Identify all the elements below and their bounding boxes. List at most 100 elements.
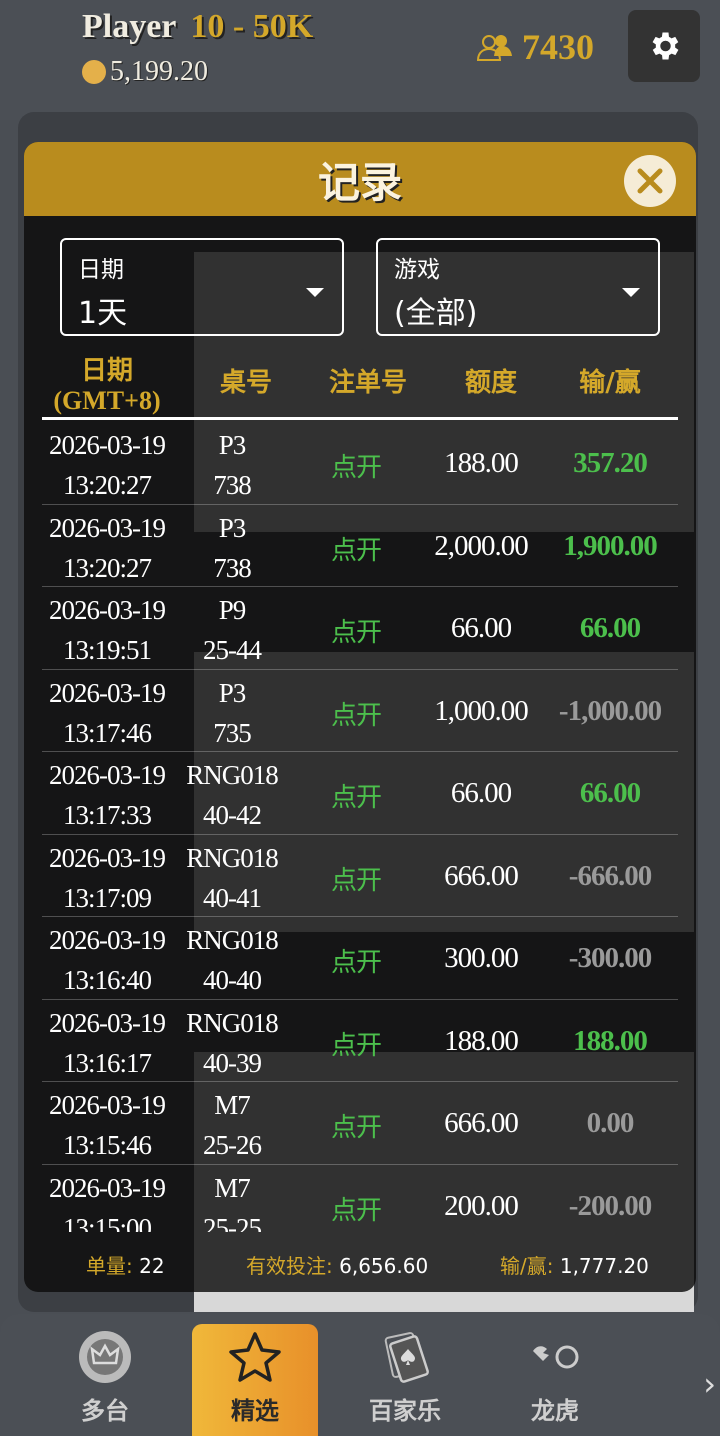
- record-win-loss: 188.00: [573, 1024, 648, 1057]
- record-date: 2026-03-19: [49, 1007, 166, 1038]
- col-date-tz: (GMT+8): [53, 386, 161, 415]
- online-count-value: 7430: [522, 27, 594, 67]
- star-icon: [229, 1332, 281, 1382]
- table-row: 2026-03-19 13:16:17 RNG018 40-39 点开 188.00 188…: [42, 1000, 678, 1082]
- bet-detail-link[interactable]: 点开: [330, 453, 382, 483]
- record-amount: 300.00: [444, 942, 519, 974]
- bet-detail-link[interactable]: 点开: [330, 1195, 382, 1226]
- record-table: RNG018: [186, 842, 279, 873]
- record-amount: 666.00: [444, 1107, 519, 1139]
- record-date: 2026-03-19: [49, 677, 166, 708]
- chevron-down-icon: [622, 288, 640, 297]
- record-time: 13:17:09: [62, 882, 152, 913]
- record-table: P9: [218, 595, 247, 625]
- record-table: M7: [214, 1172, 251, 1203]
- record-table: P3: [218, 430, 247, 460]
- record-date: 2026-03-19: [49, 925, 166, 955]
- online-count: 7430: [476, 26, 594, 68]
- tab-dragon-tiger[interactable]: 龙虎: [492, 1324, 618, 1436]
- date-filter-label: 日期: [78, 257, 124, 283]
- record-amount: 666.00: [444, 859, 519, 892]
- record-win-loss: -200.00: [568, 1189, 652, 1222]
- record-win-loss: -1,000.00: [558, 694, 662, 727]
- record-time: 13:17:46: [62, 717, 152, 748]
- record-table: M7: [214, 1090, 251, 1120]
- table-row: 2026-03-19 13:15:46 M7 25-26 点开 666.00 0.00: [42, 1082, 678, 1165]
- modal-header: 记录: [24, 142, 696, 216]
- record-time: 13:16:17: [62, 1047, 152, 1078]
- record-time: 13:17:33: [62, 800, 152, 830]
- player-info: Player 10 - 50K: [82, 8, 313, 46]
- record-time: 13:16:40: [62, 965, 152, 995]
- table-header: 日期 (GMT+8) 桌号 注单号 额度 输/赢: [42, 354, 678, 420]
- game-filter-dropdown[interactable]: 游戏 (全部): [376, 238, 660, 336]
- bet-detail-link[interactable]: 点开: [330, 783, 382, 813]
- close-icon: [637, 168, 663, 194]
- record-amount: 1,000.00: [434, 694, 528, 727]
- record-table: P3: [218, 512, 247, 543]
- records-modal: 记录 日期 1天 游戏 (全部) 日期 (GMT+8) 桌号 注单号 额度 输/…: [24, 142, 696, 1292]
- record-time: 13:19:51: [62, 635, 152, 665]
- record-date: 2026-03-19: [49, 760, 166, 790]
- record-date: 2026-03-19: [49, 1172, 166, 1203]
- record-win-loss: 66.00: [579, 777, 641, 809]
- record-win-loss: -300.00: [568, 942, 652, 974]
- table-row: 2026-03-19 13:20:27 P3 738 点开 2,000.00 1,900.0…: [42, 505, 678, 587]
- record-win-loss: 0.00: [586, 1107, 635, 1139]
- bet-detail-link[interactable]: 点开: [330, 618, 382, 648]
- record-table: RNG018: [186, 760, 279, 790]
- table-row: 2026-03-19 13:17:33 RNG018 40-42 点开 66.00 66.0…: [42, 752, 678, 835]
- record-table: P3: [218, 677, 247, 708]
- valid-bet-total: 有效投注: 6,656.60: [246, 1254, 429, 1278]
- record-date: 2026-03-19: [49, 842, 166, 873]
- col-table: 桌号: [219, 368, 273, 398]
- bet-detail-link[interactable]: 点开: [330, 1030, 382, 1061]
- game-filter-value: (全部): [394, 296, 478, 331]
- game-filter-label: 游戏: [394, 257, 440, 283]
- table-row: 2026-03-19 13:19:51 P9 25-44 点开 66.00 66.00: [42, 587, 678, 670]
- tab-featured[interactable]: 精选: [192, 1324, 318, 1436]
- table-row: 2026-03-19 13:17:46 P3 735 点开 1,000.00 -1,000.…: [42, 670, 678, 752]
- close-button[interactable]: [624, 155, 676, 207]
- bet-detail-link[interactable]: 点开: [330, 535, 382, 566]
- col-win-loss: 输/赢: [579, 368, 641, 398]
- balance-value: 5,199.20: [110, 56, 208, 87]
- record-round: 40-39: [203, 1047, 262, 1078]
- bet-count: 单量: 22: [86, 1254, 165, 1278]
- record-round: 40-40: [203, 965, 262, 995]
- bet-detail-link[interactable]: 点开: [330, 700, 382, 731]
- record-win-loss: 1,900.00: [563, 529, 657, 562]
- modal-title: 记录: [317, 157, 402, 207]
- date-filter-dropdown[interactable]: 日期 1天: [60, 238, 344, 336]
- col-date: 日期: [80, 356, 134, 386]
- record-amount: 188.00: [444, 447, 519, 479]
- record-time: 13:20:27: [62, 552, 152, 583]
- tab-multi-table[interactable]: 多台: [42, 1324, 168, 1436]
- bet-detail-link[interactable]: 点开: [330, 948, 382, 978]
- record-amount: 66.00: [450, 777, 512, 809]
- player-label: Player: [82, 8, 177, 45]
- col-amount: 额度: [464, 368, 518, 398]
- record-round: 40-41: [203, 882, 262, 913]
- record-amount: 200.00: [444, 1189, 519, 1222]
- bet-limit: 10 - 50K: [190, 8, 314, 45]
- chevron-right-icon[interactable]: ›: [703, 1365, 716, 1403]
- settings-button[interactable]: [628, 10, 700, 82]
- record-round: 25-44: [203, 635, 262, 665]
- record-date: 2026-03-19: [49, 595, 166, 625]
- record-round: 735: [213, 717, 251, 748]
- records-list[interactable]: 2026-03-19 13:20:27 P3 738 点开 188.00 357.20 202…: [42, 422, 678, 1232]
- record-round: 25-26: [203, 1130, 262, 1160]
- record-amount: 66.00: [450, 612, 512, 644]
- table-row: 2026-03-19 13:17:09 RNG018 40-41 点开 666.00 -66…: [42, 835, 678, 917]
- balance: 5,199.20: [82, 56, 208, 88]
- tab-baccarat[interactable]: 百家乐: [342, 1324, 468, 1436]
- dragon-tiger-icon: [533, 1345, 579, 1369]
- record-table: RNG018: [186, 925, 279, 955]
- bet-detail-link[interactable]: 点开: [330, 1113, 382, 1143]
- record-date: 2026-03-19: [49, 512, 166, 543]
- record-date: 2026-03-19: [49, 430, 166, 460]
- record-time: 13:15:46: [62, 1130, 152, 1160]
- record-round: 738: [213, 552, 251, 583]
- bet-detail-link[interactable]: 点开: [330, 865, 382, 896]
